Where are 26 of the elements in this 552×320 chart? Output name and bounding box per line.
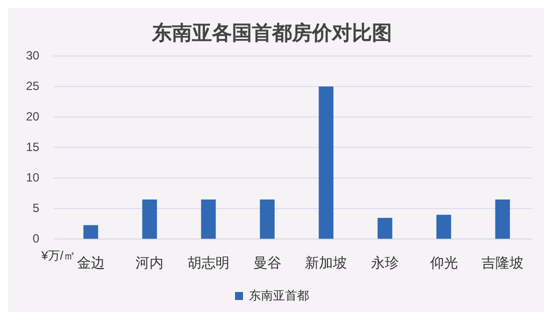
bar (201, 200, 216, 239)
x-tick-label: 仰光 (430, 254, 458, 270)
bar (83, 225, 98, 239)
bar (260, 200, 275, 239)
y-tick-label: 30 (26, 48, 40, 62)
bar (436, 214, 452, 239)
bar (378, 218, 392, 239)
bar (142, 200, 157, 239)
chart-title: 东南亚各国首都房价对比图 (151, 22, 392, 45)
y-tick-label: 15 (26, 140, 40, 154)
x-tick-label: 金边 (76, 254, 105, 270)
bar (495, 200, 510, 239)
bar (318, 86, 334, 239)
y-axis-title: ¥万/㎡ (40, 248, 76, 263)
x-tick-label: 新加坡 (305, 254, 348, 270)
x-tick-label: 河内 (136, 254, 164, 270)
x-tick-label: 吉隆坡 (482, 254, 524, 270)
legend-label: 东南亚首都 (249, 288, 309, 302)
x-tick-label: 曼谷 (253, 254, 282, 270)
y-tick-label: 10 (26, 170, 40, 184)
x-tick-label: 永珍 (370, 254, 399, 270)
y-tick-label: 25 (26, 78, 40, 93)
y-tick-label: 0 (32, 232, 40, 246)
x-tick-label: 胡志明 (187, 254, 230, 270)
y-tick-label: 20 (26, 109, 40, 124)
y-tick-label: 5 (32, 200, 40, 215)
